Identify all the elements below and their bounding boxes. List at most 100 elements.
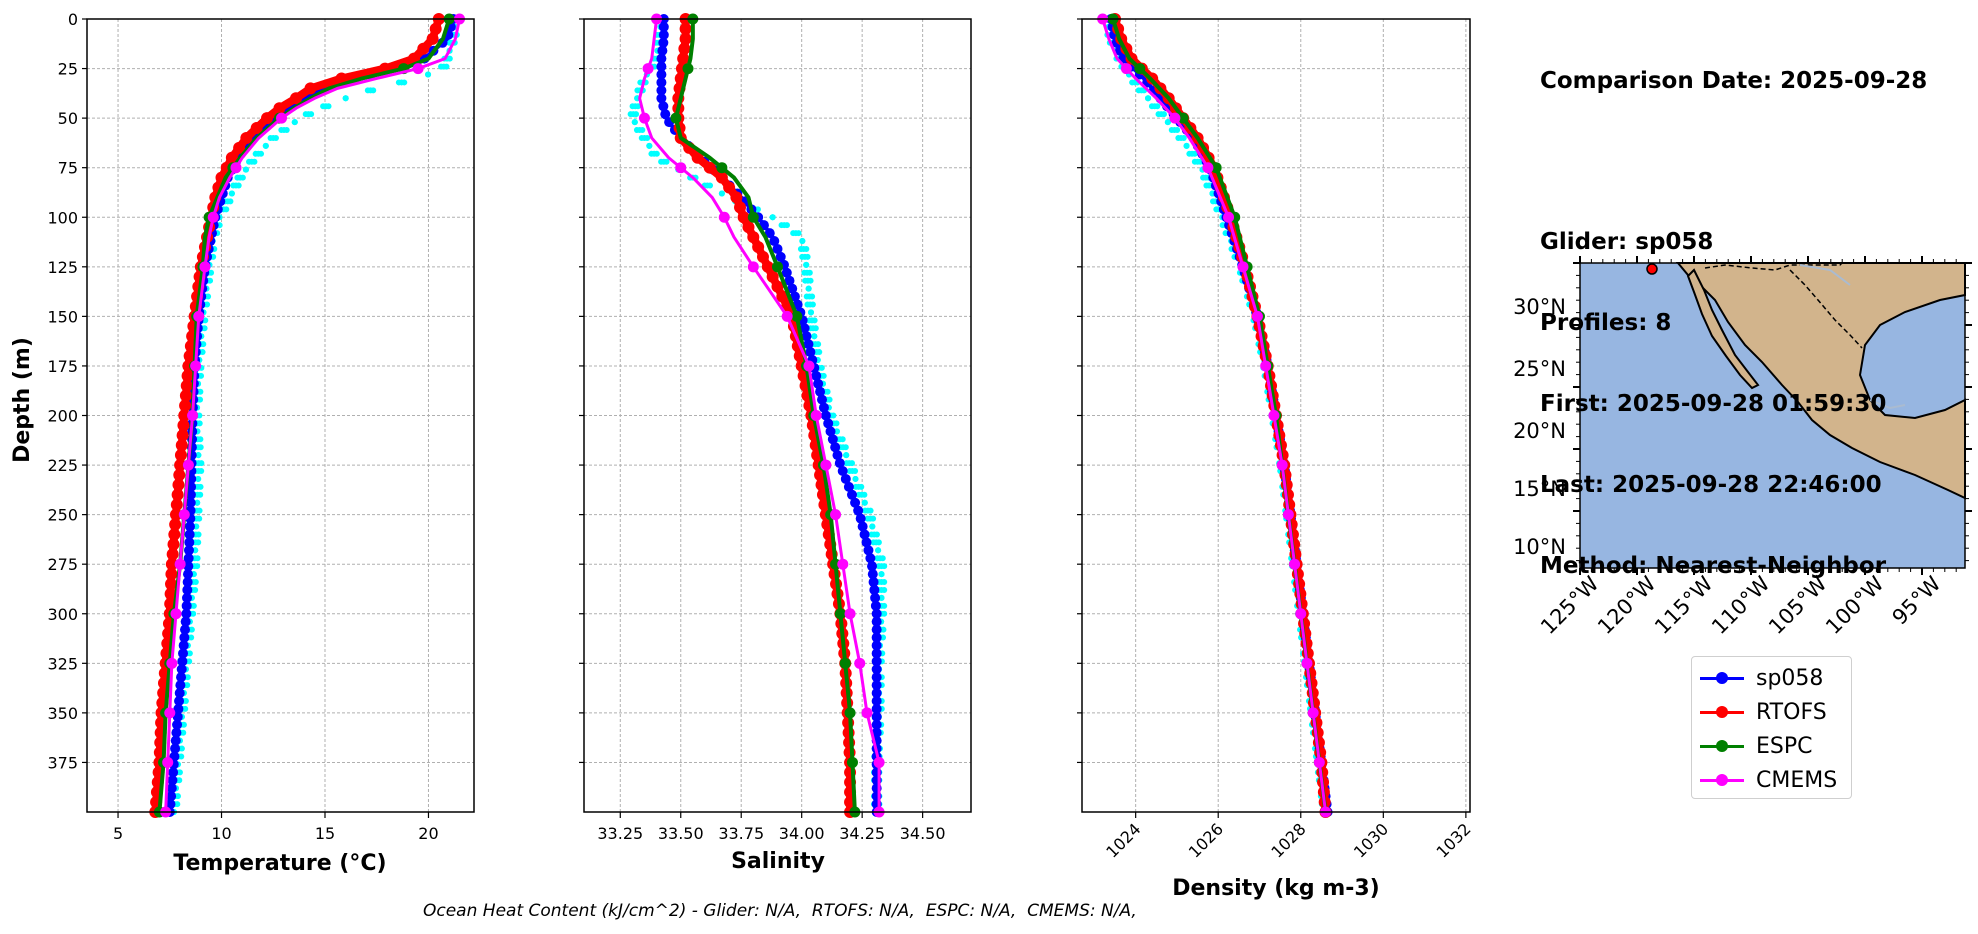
map-lat-label-10: 10°N [1513, 535, 1566, 559]
data-point-sp058-raw [870, 539, 877, 546]
data-point-cmems [718, 211, 730, 223]
data-point-rtofs [240, 131, 253, 144]
data-point-sp058-raw [658, 158, 665, 165]
data-point-rtofs [181, 369, 194, 382]
data-point-sp058-raw [1155, 111, 1162, 118]
data-point-sp058-raw [291, 119, 298, 126]
data-point-sp058-raw [879, 555, 886, 562]
legend-label: CMEMS [1756, 767, 1838, 793]
axes-frame [86, 18, 475, 813]
data-point-sp058 [172, 711, 183, 722]
data-point-sp058-raw [202, 317, 209, 324]
data-point-rtofs [273, 102, 286, 115]
y-tick-label: 375 [47, 753, 78, 772]
data-point-cmems [164, 707, 176, 719]
data-point-sp058 [871, 608, 882, 619]
data-point-sp058-raw [1203, 182, 1210, 189]
data-point-rtofs [225, 151, 238, 164]
data-point-sp058-raw [811, 317, 818, 324]
data-point-sp058 [166, 791, 177, 802]
data-point-sp058 [871, 648, 882, 659]
data-point-sp058 [811, 370, 822, 381]
data-point-sp058-raw [631, 119, 638, 126]
data-point-sp058-raw [196, 412, 203, 419]
data-point-sp058 [174, 695, 185, 706]
data-point-rtofs [175, 439, 188, 452]
data-point-cmems [810, 410, 822, 421]
data-point-sp058 [165, 799, 176, 810]
data-point-rtofs [180, 379, 193, 392]
data-point-sp058-raw [818, 364, 825, 371]
data-point-espc [839, 657, 851, 669]
data-point-sp058-raw [824, 388, 831, 395]
data-point-sp058 [177, 656, 188, 667]
data-point-cmems [854, 657, 866, 669]
data-point-rtofs [761, 260, 774, 273]
glider-location-marker[interactable] [1646, 263, 1658, 275]
temperature-panel: 0 25 50 75 100 125 150 175 200 225 250 275 300 325 350… [47, 10, 475, 843]
data-point-sp058-raw [262, 142, 269, 149]
data-point-cmems [193, 310, 205, 322]
legend-item-sp058: sp058 [1692, 661, 1851, 695]
data-point-sp058-raw [783, 222, 790, 229]
data-point-sp058 [167, 775, 178, 786]
data-point-sp058 [815, 386, 826, 397]
data-point-sp058-raw [833, 428, 840, 435]
data-point-sp058-raw [846, 468, 853, 475]
data-point-rtofs [679, 32, 692, 45]
data-point-sp058-raw [239, 174, 246, 181]
data-point-sp058-raw [242, 166, 249, 173]
data-point-sp058 [181, 592, 192, 603]
data-point-sp058-raw [803, 261, 810, 268]
data-point-rtofs [174, 449, 187, 462]
data-point-sp058-raw [283, 127, 290, 134]
data-point-sp058-raw [425, 71, 432, 78]
data-point-sp058-raw [200, 341, 207, 348]
y-tick-label: 300 [47, 605, 78, 624]
data-point-sp058-raw [194, 499, 201, 506]
data-point-sp058-raw [858, 483, 865, 490]
data-point-sp058-raw [875, 547, 882, 554]
data-point-sp058-raw [438, 63, 445, 70]
data-point-espc [670, 112, 682, 124]
data-point-sp058-raw [634, 103, 641, 110]
data-point-sp058 [178, 640, 189, 651]
data-point-rtofs [179, 389, 192, 402]
legend: sp058 RTOFS ESPC CMEMS [1691, 656, 1852, 799]
data-point-sp058-raw [881, 579, 888, 586]
data-point-espc [791, 310, 803, 322]
data-point-sp058-raw [325, 103, 332, 110]
data-point-cmems [170, 608, 182, 620]
data-point-espc [716, 162, 728, 174]
data-point-sp058 [658, 21, 669, 32]
data-point-sp058 [180, 624, 191, 635]
data-point-sp058-raw [769, 214, 776, 221]
map-river [1799, 264, 1906, 410]
data-point-rtofs [723, 181, 736, 194]
data-point-sp058 [183, 553, 194, 564]
data-point-sp058 [861, 537, 872, 548]
data-point-sp058-raw [186, 650, 193, 657]
data-point-rtofs [165, 568, 178, 581]
data-point-sp058 [837, 466, 848, 477]
data-point-sp058 [871, 624, 882, 635]
data-point-rtofs [176, 429, 189, 442]
data-point-sp058 [871, 656, 882, 667]
data-point-sp058 [180, 616, 191, 627]
data-point-rtofs [164, 587, 177, 600]
map-land-baja [1686, 268, 1760, 390]
data-point-sp058-raw [246, 158, 253, 165]
data-point-sp058 [871, 680, 882, 691]
data-point-sp058 [170, 743, 181, 754]
data-point-sp058 [823, 418, 834, 429]
data-point-sp058 [656, 53, 667, 64]
data-point-sp058-raw [638, 134, 645, 141]
data-point-sp058-raw [627, 111, 634, 118]
data-point-sp058-raw [653, 150, 660, 157]
interpolation-method: Method: Nearest-Neighbor [1540, 553, 1887, 579]
data-point-sp058 [176, 672, 187, 683]
data-point-sp058-raw [804, 301, 811, 308]
data-point-sp058-raw [806, 269, 813, 276]
data-point-cmems [1237, 261, 1249, 273]
data-point-sp058-raw [790, 230, 797, 237]
